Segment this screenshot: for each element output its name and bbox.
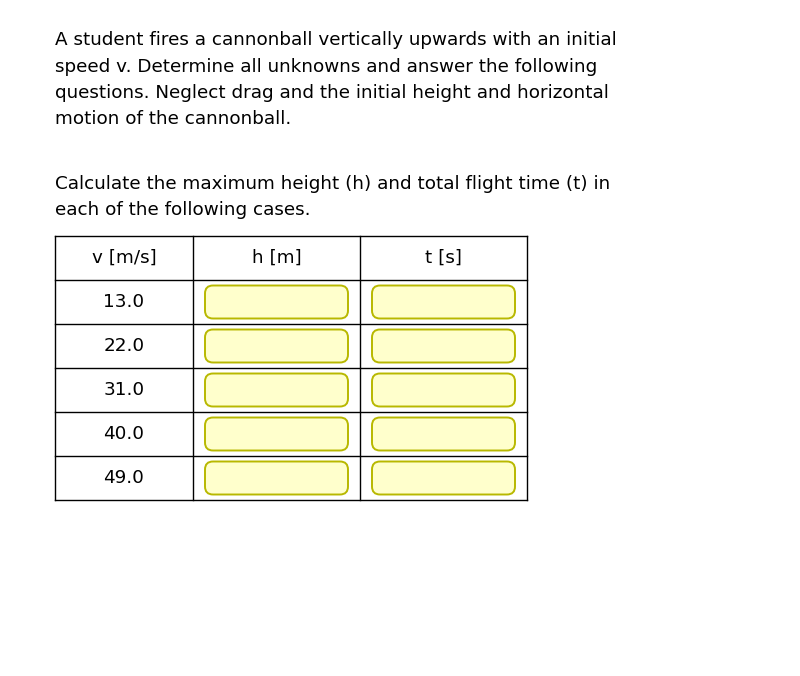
Text: 13.0: 13.0 [103,293,145,311]
Text: each of the following cases.: each of the following cases. [55,201,310,220]
Text: 40.0: 40.0 [103,425,145,443]
FancyBboxPatch shape [372,329,515,362]
Text: t [s]: t [s] [425,249,462,267]
Text: A student fires a cannonball vertically upwards with an initial: A student fires a cannonball vertically … [55,31,617,49]
FancyBboxPatch shape [205,462,348,495]
Text: 22.0: 22.0 [103,337,145,355]
Text: v [m/s]: v [m/s] [92,249,156,267]
Text: motion of the cannonball.: motion of the cannonball. [55,110,291,128]
Text: questions. Neglect drag and the initial height and horizontal: questions. Neglect drag and the initial … [55,84,609,102]
FancyBboxPatch shape [205,374,348,406]
Text: speed v. Determine all unknowns and answer the following: speed v. Determine all unknowns and answ… [55,57,598,76]
FancyBboxPatch shape [372,418,515,450]
FancyBboxPatch shape [205,329,348,362]
FancyBboxPatch shape [372,285,515,318]
FancyBboxPatch shape [205,418,348,450]
Text: 49.0: 49.0 [103,469,145,487]
FancyBboxPatch shape [205,285,348,318]
FancyBboxPatch shape [372,374,515,406]
Text: 31.0: 31.0 [103,381,145,399]
Text: h [m]: h [m] [252,249,302,267]
Text: Calculate the maximum height (h) and total flight time (t) in: Calculate the maximum height (h) and tot… [55,175,610,193]
FancyBboxPatch shape [372,462,515,495]
